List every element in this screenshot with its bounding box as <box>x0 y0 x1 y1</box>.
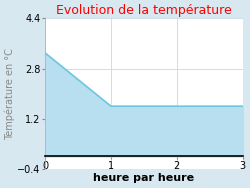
Title: Evolution de la température: Evolution de la température <box>56 4 232 17</box>
Y-axis label: Température en °C: Température en °C <box>4 48 15 139</box>
X-axis label: heure par heure: heure par heure <box>93 173 194 183</box>
